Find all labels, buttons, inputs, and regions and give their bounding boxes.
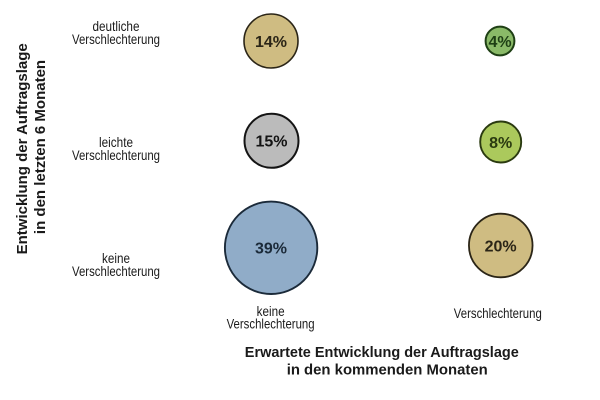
svg-text:Verschlechterung: Verschlechterung bbox=[72, 263, 160, 279]
svg-text:Verschlechterung: Verschlechterung bbox=[72, 147, 160, 163]
svg-text:Erwartete Entwicklung der Auft: Erwartete Entwicklung der Auftragslage bbox=[245, 344, 519, 361]
svg-text:in den letzten 6 Monaten: in den letzten 6 Monaten bbox=[32, 60, 49, 234]
svg-text:4%: 4% bbox=[488, 34, 511, 51]
svg-text:leichte: leichte bbox=[99, 134, 133, 150]
svg-text:Entwicklung der Auftragslage: Entwicklung der Auftragslage bbox=[14, 43, 31, 254]
svg-text:8%: 8% bbox=[489, 135, 512, 152]
svg-text:39%: 39% bbox=[255, 241, 287, 258]
svg-text:in den kommenden Monaten: in den kommenden Monaten bbox=[287, 361, 488, 378]
svg-text:keine: keine bbox=[102, 250, 130, 266]
svg-text:Verschlechterung: Verschlechterung bbox=[227, 316, 315, 332]
svg-text:15%: 15% bbox=[255, 134, 287, 151]
svg-text:20%: 20% bbox=[485, 238, 517, 255]
svg-text:Verschlechterung: Verschlechterung bbox=[72, 31, 160, 47]
svg-text:14%: 14% bbox=[255, 34, 287, 51]
svg-text:keine: keine bbox=[257, 303, 285, 319]
svg-text:deutliche: deutliche bbox=[93, 18, 140, 34]
svg-text:Verschlechterung: Verschlechterung bbox=[454, 305, 542, 321]
